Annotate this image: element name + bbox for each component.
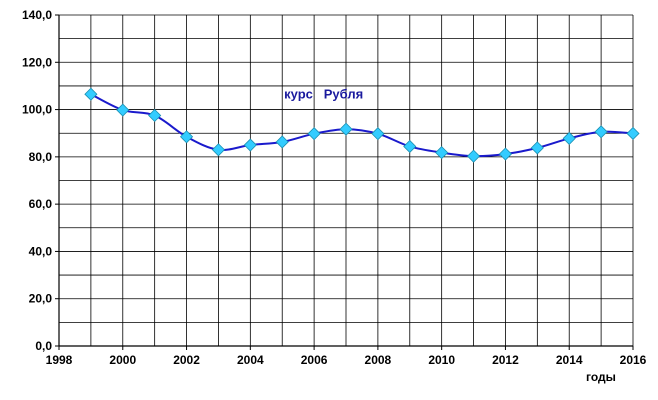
y-tick-label: 60,0	[29, 197, 53, 211]
data-point	[243, 138, 257, 152]
data-point	[84, 87, 98, 101]
data-point	[179, 130, 194, 144]
x-tick-label: 2004	[237, 353, 264, 367]
y-tick-label: 20,0	[29, 292, 53, 306]
data-point	[498, 147, 513, 161]
data-point	[275, 135, 289, 149]
data-point	[530, 141, 544, 155]
x-tick-label: 2012	[492, 353, 519, 367]
data-point	[403, 139, 417, 154]
data-point	[626, 126, 640, 141]
data-point	[116, 103, 130, 117]
x-tick-label: 2010	[428, 353, 455, 367]
series-label: курс Рубля	[284, 86, 363, 101]
axes	[55, 14, 634, 350]
data-point	[371, 127, 385, 141]
y-tick-label: 0,0	[35, 339, 52, 353]
y-tick-label: 120,0	[22, 55, 52, 69]
data-point	[594, 125, 608, 139]
x-axis-title: годы	[586, 370, 616, 384]
y-tick-label: 80,0	[29, 150, 53, 164]
y-tick-label: 100,0	[22, 103, 52, 117]
data-point	[562, 131, 576, 145]
series-group	[84, 87, 640, 163]
data-point	[148, 108, 162, 123]
data-point	[211, 143, 226, 157]
data-point	[307, 127, 321, 141]
x-tick-labels: 1998 2000 2002 2004 2006 2008 2010 2012 2014 2016	[46, 353, 647, 367]
x-tick-label: 1998	[46, 353, 73, 367]
data-point	[466, 149, 481, 163]
x-tick-label: 2008	[365, 353, 392, 367]
x-tick-label: 2000	[109, 353, 136, 367]
y-tick-label: 140,0	[22, 8, 52, 22]
x-tick-label: 2002	[173, 353, 200, 367]
y-tick-label: 40,0	[29, 244, 53, 258]
x-tick-label: 2006	[301, 353, 328, 367]
y-tick-labels: 0,0 20,0 40,0 60,0 80,0 100,0 120,0 140,0	[22, 8, 52, 353]
x-tick-label: 2016	[620, 353, 647, 367]
x-tick-label: 2014	[556, 353, 583, 367]
data-point	[435, 146, 449, 160]
data-point	[339, 122, 353, 136]
